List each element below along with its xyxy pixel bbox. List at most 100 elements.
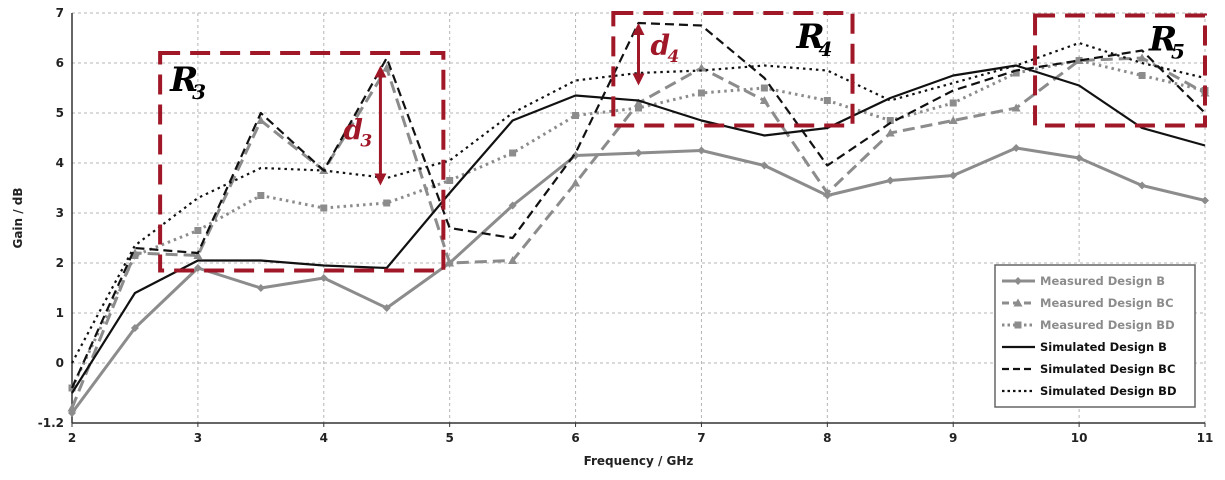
data-point	[131, 252, 139, 259]
data-point	[509, 149, 517, 157]
legend-box	[994, 264, 1196, 408]
data-point	[1201, 196, 1209, 205]
legend-label: Simulated Design BC	[1040, 362, 1175, 376]
data-point	[572, 112, 580, 119]
legend-entry: Measured Design BD	[1002, 318, 1175, 332]
x-tick-label: 2	[68, 431, 76, 445]
x-tick-label: 6	[571, 431, 579, 445]
x-tick-label: 5	[445, 431, 453, 445]
y-tick-label: 0	[56, 356, 64, 370]
arrow-head-up	[374, 65, 387, 78]
y-tick-label: 2	[56, 256, 64, 270]
data-point	[635, 104, 642, 112]
region-label: R	[1148, 20, 1177, 60]
legend: Measured Design B Measured Design BC Measu…	[994, 264, 1196, 408]
region-box	[611, 11, 855, 128]
x-tick-label: 8	[823, 431, 831, 445]
data-point	[67, 403, 77, 412]
region-r4: R4	[611, 11, 855, 128]
x-tick-label: 4	[320, 431, 328, 445]
tick-labels: 2 3 4 5 6 7 8 9 10 11 -1.2 0 1 2 3 4 5 6 7	[38, 6, 1214, 445]
data-point	[508, 256, 518, 264]
y-axis-label: Gain / dB	[11, 187, 25, 248]
data-point	[949, 171, 958, 180]
data-point	[1014, 277, 1022, 285]
y-tick-label: 7	[56, 6, 64, 20]
data-point	[822, 188, 832, 197]
data-point	[193, 251, 203, 259]
region-box	[1033, 13, 1208, 128]
legend-label: Simulated Design BD	[1040, 384, 1177, 398]
data-point	[759, 96, 769, 104]
legend-entry: Measured Design B	[1002, 274, 1165, 288]
region-box	[158, 51, 446, 273]
data-point	[1013, 298, 1023, 307]
axes	[71, 13, 1205, 424]
data-point	[320, 204, 328, 212]
data-point	[256, 116, 266, 124]
data-point	[697, 146, 706, 155]
data-point	[760, 161, 769, 170]
data-point	[193, 264, 202, 272]
data-point	[257, 192, 265, 199]
data-point	[949, 99, 957, 107]
data-point	[886, 117, 894, 124]
x-tick-label: 7	[697, 431, 705, 445]
region-subscript: 4	[819, 37, 833, 61]
series-line	[71, 64, 1206, 394]
data-point	[1075, 57, 1083, 64]
distance-d4: d4	[632, 23, 680, 86]
data-point	[1012, 69, 1020, 77]
data-point	[382, 63, 392, 72]
y-tick-label: -1.2	[38, 416, 64, 430]
distance-label: d	[651, 29, 671, 62]
legend-entry: Measured Design BC	[1002, 296, 1174, 310]
data-point	[571, 178, 581, 187]
arrow-head-down	[632, 73, 645, 86]
distance-subscript: 3	[360, 132, 372, 152]
legend-label: Measured Design B	[1040, 274, 1165, 288]
x-tick-label: 3	[194, 431, 202, 445]
y-tick-label: 1	[56, 306, 64, 320]
data-point	[1138, 181, 1147, 190]
legend-label: Measured Design BD	[1040, 318, 1175, 332]
data-point	[1137, 53, 1147, 62]
region-subscript: 5	[1171, 40, 1185, 64]
x-axis-label: Frequency / GHz	[584, 454, 694, 468]
legend-entry: Simulated Design B	[1002, 340, 1167, 354]
distance-label: d	[343, 114, 363, 147]
data-point	[382, 304, 391, 312]
y-tick-label: 5	[56, 106, 64, 120]
data-point	[130, 324, 139, 332]
region-r3: R3	[158, 51, 446, 273]
arrow-head-up	[632, 23, 645, 35]
data-point	[760, 84, 768, 92]
distance-d3: d3	[343, 65, 387, 186]
data-point	[823, 97, 831, 104]
data-point	[696, 63, 706, 72]
data-point	[445, 258, 455, 267]
region-subscript: 3	[192, 80, 206, 104]
series-simulated-design-b	[71, 64, 1206, 394]
data-point	[194, 227, 202, 234]
data-point	[886, 176, 895, 185]
series-simulated-design-bd	[71, 41, 1206, 364]
data-point	[948, 116, 958, 124]
y-tick-label: 6	[56, 56, 64, 70]
region-r5: R5	[1033, 13, 1208, 128]
data-point	[383, 199, 391, 207]
region-label: R	[169, 60, 198, 100]
distance-subscript: 4	[668, 47, 680, 67]
data-point	[1012, 144, 1021, 152]
data-point	[634, 149, 643, 157]
data-point	[256, 284, 265, 292]
y-tick-label: 4	[56, 156, 64, 170]
x-tick-label: 9	[949, 431, 957, 445]
data-point	[508, 201, 517, 210]
data-point	[1075, 154, 1084, 162]
legend-entry: Simulated Design BD	[1002, 384, 1177, 398]
x-tick-label: 11	[1197, 431, 1214, 445]
x-tick-label: 10	[1071, 431, 1088, 445]
